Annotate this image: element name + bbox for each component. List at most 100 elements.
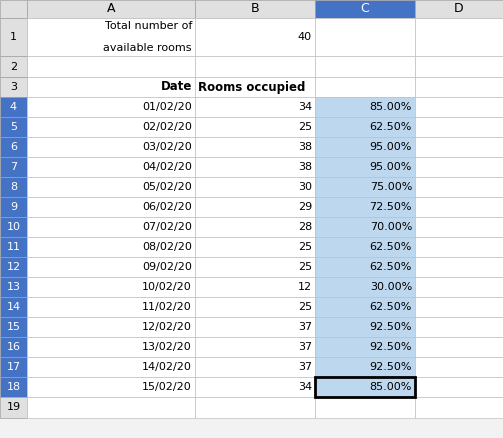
Text: 62.50%: 62.50% — [370, 302, 412, 312]
Text: 04/02/20: 04/02/20 — [142, 162, 192, 172]
Bar — [27, 337, 195, 357]
Text: 8: 8 — [10, 182, 17, 192]
Bar — [195, 237, 315, 257]
Text: 08/02/20: 08/02/20 — [142, 242, 192, 252]
Bar — [315, 397, 415, 418]
Bar — [315, 177, 415, 197]
Bar — [195, 0, 315, 18]
Bar — [315, 117, 415, 137]
Bar — [315, 0, 415, 18]
Bar — [315, 377, 415, 397]
Bar — [195, 56, 315, 77]
Bar — [415, 357, 503, 377]
Text: 18: 18 — [7, 382, 21, 392]
Bar — [27, 137, 195, 157]
Text: 72.50%: 72.50% — [370, 202, 412, 212]
Bar — [415, 337, 503, 357]
Text: 30: 30 — [298, 182, 312, 192]
Bar — [27, 317, 195, 337]
Bar — [27, 257, 195, 277]
Text: 9: 9 — [10, 202, 17, 212]
Bar — [415, 56, 503, 77]
Bar — [415, 177, 503, 197]
Text: 4: 4 — [10, 102, 17, 112]
Text: 14: 14 — [7, 302, 21, 312]
Bar — [27, 97, 195, 117]
Bar — [315, 197, 415, 217]
Text: 13: 13 — [7, 282, 21, 292]
Bar — [27, 117, 195, 137]
Text: 14/02/20: 14/02/20 — [142, 362, 192, 372]
Bar — [415, 77, 503, 97]
Bar — [195, 137, 315, 157]
Text: 62.50%: 62.50% — [370, 242, 412, 252]
Bar — [415, 18, 503, 56]
Bar — [0, 217, 27, 237]
Text: 92.50%: 92.50% — [370, 362, 412, 372]
Text: 95.00%: 95.00% — [370, 162, 412, 172]
Bar — [195, 357, 315, 377]
Text: 16: 16 — [7, 342, 21, 352]
Bar — [0, 77, 27, 97]
Bar — [27, 157, 195, 177]
Bar — [195, 77, 315, 97]
Bar — [195, 257, 315, 277]
Bar — [0, 297, 27, 317]
Text: 85.00%: 85.00% — [370, 102, 412, 112]
Text: 5: 5 — [10, 122, 17, 132]
Text: 40: 40 — [298, 32, 312, 42]
Text: 3: 3 — [10, 82, 17, 92]
Bar — [315, 137, 415, 157]
Text: 7: 7 — [10, 162, 17, 172]
Bar — [415, 277, 503, 297]
Bar — [27, 18, 195, 56]
Text: 19: 19 — [7, 403, 21, 413]
Text: 95.00%: 95.00% — [370, 142, 412, 152]
Text: 15/02/20: 15/02/20 — [142, 382, 192, 392]
Text: 25: 25 — [298, 302, 312, 312]
Text: 34: 34 — [298, 102, 312, 112]
Bar — [0, 177, 27, 197]
Bar — [415, 377, 503, 397]
Text: 92.50%: 92.50% — [370, 342, 412, 352]
Bar — [315, 297, 415, 317]
Text: Rooms occupied: Rooms occupied — [198, 81, 305, 93]
Bar — [27, 56, 195, 77]
Bar — [27, 177, 195, 197]
Text: 37: 37 — [298, 362, 312, 372]
Bar — [27, 237, 195, 257]
Bar — [0, 237, 27, 257]
Bar — [0, 397, 27, 418]
Text: 62.50%: 62.50% — [370, 262, 412, 272]
Text: available rooms: available rooms — [104, 42, 192, 53]
Bar — [195, 277, 315, 297]
Text: 11/02/20: 11/02/20 — [142, 302, 192, 312]
Bar — [415, 257, 503, 277]
Bar — [27, 397, 195, 418]
Text: 30.00%: 30.00% — [370, 282, 412, 292]
Text: 92.50%: 92.50% — [370, 322, 412, 332]
Bar — [0, 357, 27, 377]
Text: C: C — [361, 3, 369, 15]
Bar — [0, 377, 27, 397]
Text: 09/02/20: 09/02/20 — [142, 262, 192, 272]
Bar — [195, 337, 315, 357]
Text: 25: 25 — [298, 122, 312, 132]
Bar — [195, 97, 315, 117]
Bar — [415, 157, 503, 177]
Bar — [315, 357, 415, 377]
Bar — [195, 397, 315, 418]
Bar — [195, 177, 315, 197]
Text: 34: 34 — [298, 382, 312, 392]
Text: 17: 17 — [7, 362, 21, 372]
Bar — [315, 97, 415, 117]
Bar — [195, 197, 315, 217]
Bar — [315, 157, 415, 177]
Bar — [415, 237, 503, 257]
Bar — [27, 197, 195, 217]
Text: 37: 37 — [298, 342, 312, 352]
Bar — [0, 277, 27, 297]
Text: Total number of: Total number of — [105, 21, 192, 32]
Bar — [195, 217, 315, 237]
Bar — [315, 237, 415, 257]
